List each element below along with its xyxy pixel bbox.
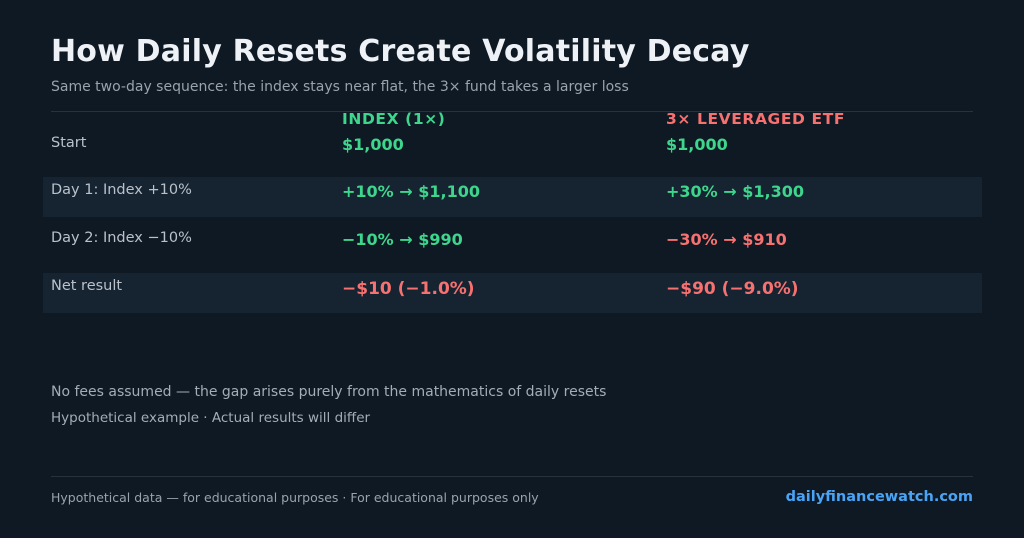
row-label: Day 1: Index +10% (51, 182, 192, 198)
row-label: Day 2: Index −10% (51, 230, 192, 246)
footer-disclaimer: Hypothetical data — for educational purp… (51, 490, 539, 505)
column-header-leveraged: 3× LEVERAGED ETF (666, 110, 846, 128)
column-header-index: INDEX (1×) (342, 110, 446, 128)
leveraged-value: +30% → $1,300 (666, 182, 804, 201)
leveraged-value: −$90 (−9.0%) (666, 279, 799, 299)
page-subtitle: Same two-day sequence: the index stays n… (51, 79, 629, 95)
fees-note: No fees assumed — the gap arises purely … (51, 384, 607, 400)
page-title: How Daily Resets Create Volatility Decay (51, 34, 750, 69)
brand-link[interactable]: dailyfinancewatch.com (785, 489, 973, 505)
leveraged-value: $1,000 (666, 135, 728, 154)
leveraged-value: −30% → $910 (666, 230, 787, 249)
header-divider (51, 111, 973, 112)
index-value: $1,000 (342, 135, 404, 154)
table-row-start: Start $1,000 $1,000 (43, 130, 982, 170)
index-value: −10% → $990 (342, 230, 463, 249)
index-value: +10% → $1,100 (342, 182, 480, 201)
index-value: −$10 (−1.0%) (342, 279, 475, 299)
footer-divider (51, 476, 973, 477)
table-row-net-result: Net result −$10 (−1.0%) −$90 (−9.0%) (43, 273, 982, 313)
row-label: Net result (51, 278, 123, 294)
table-row-day2: Day 2: Index −10% −10% → $990 −30% → $91… (43, 225, 982, 265)
table-row-day1: Day 1: Index +10% +10% → $1,100 +30% → $… (43, 177, 982, 217)
hypothetical-note: Hypothetical example · Actual results wi… (51, 410, 371, 426)
row-label: Start (51, 135, 87, 151)
